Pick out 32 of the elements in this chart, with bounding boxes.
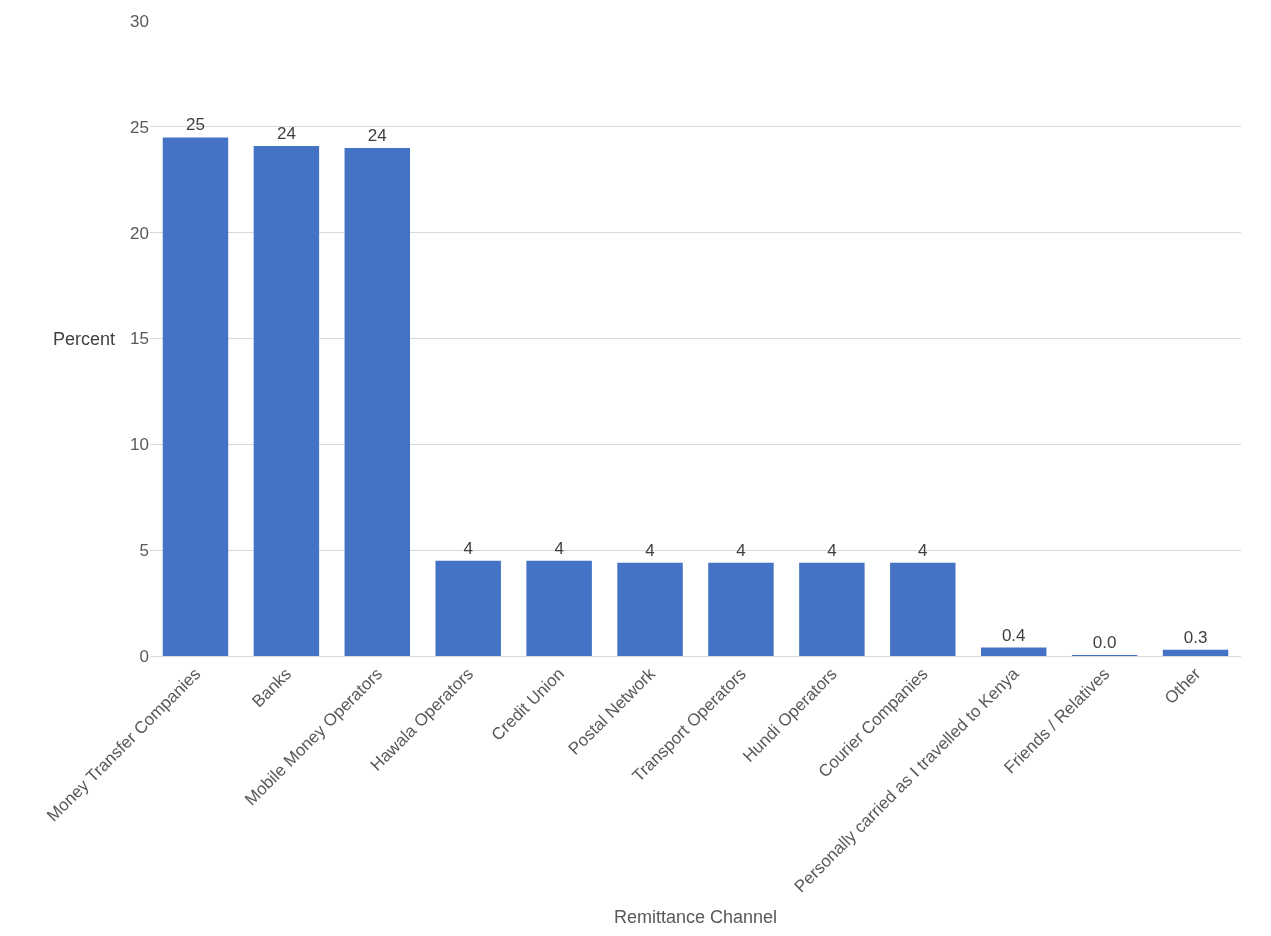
data-label: 0.3 [1183, 627, 1208, 647]
data-label: 24 [367, 126, 387, 145]
bar [890, 562, 956, 656]
data-label: 25 [186, 115, 205, 135]
data-label: 24 [276, 123, 296, 143]
y-tick-label: 15 [130, 329, 149, 349]
bar [799, 562, 865, 656]
data-label: 0.4 [1001, 625, 1026, 645]
y-tick-label: 25 [130, 117, 149, 137]
y-axis-title: Percent [53, 329, 116, 349]
bar [344, 148, 411, 656]
bar [1162, 649, 1229, 656]
data-label: 4 [918, 540, 928, 560]
bar [617, 562, 683, 656]
data-label: 4 [645, 540, 655, 560]
y-tick-label: 20 [130, 223, 149, 243]
y-tick-label: 10 [130, 435, 149, 455]
data-label: 4 [554, 538, 564, 558]
bar [526, 560, 592, 656]
y-tick-label: 0 [139, 646, 149, 666]
bar [435, 560, 501, 656]
data-label: 4 [463, 538, 473, 558]
x-axis-title: Remittance Channel [613, 907, 778, 928]
bar [980, 647, 1047, 656]
bar [253, 145, 320, 656]
y-tick-label: 30 [130, 11, 149, 31]
data-label: 4 [736, 540, 746, 560]
data-label: 0.0 [1092, 633, 1117, 652]
bar [708, 562, 774, 656]
bar [162, 137, 229, 656]
data-label: 4 [827, 540, 837, 560]
y-tick-label: 5 [139, 541, 149, 561]
